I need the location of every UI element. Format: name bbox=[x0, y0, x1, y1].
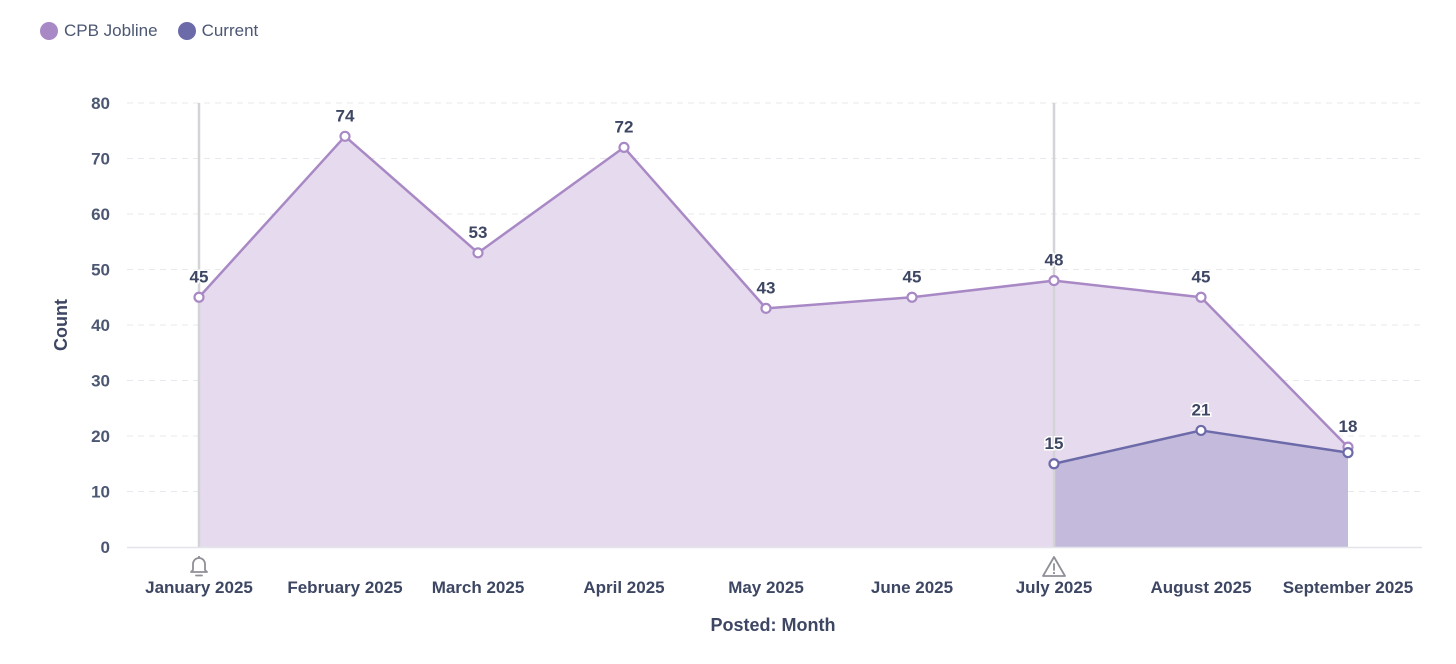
warning-icon bbox=[1042, 556, 1066, 577]
data-label-0-8: 18 bbox=[1339, 417, 1358, 436]
y-tick-label-0: 0 bbox=[101, 538, 110, 557]
x-tick-label-4: May 2025 bbox=[728, 578, 804, 597]
series-areas bbox=[199, 136, 1348, 548]
y-tick-label-20: 20 bbox=[91, 427, 110, 446]
y-tick-label-10: 10 bbox=[91, 483, 110, 502]
point-0-0 bbox=[193, 291, 205, 303]
annotation-markers bbox=[190, 556, 1066, 577]
point-1-7 bbox=[1195, 424, 1207, 437]
legend-item-cpb-jobline[interactable]: CPB Jobline bbox=[40, 21, 158, 41]
data-label-0-7: 45 bbox=[1192, 267, 1211, 286]
y-tick-label-30: 30 bbox=[91, 372, 110, 391]
legend-label-cpb-jobline: CPB Jobline bbox=[64, 21, 158, 40]
y-tick-label-70: 70 bbox=[91, 150, 110, 169]
legend-dot-cpb-jobline bbox=[40, 22, 58, 40]
point-0-5 bbox=[906, 291, 918, 303]
warning-dot bbox=[1052, 571, 1056, 575]
x-tick-label-3: April 2025 bbox=[583, 578, 664, 597]
bell-icon bbox=[190, 556, 208, 577]
data-label-0-3: 72 bbox=[615, 117, 634, 136]
y-axis-ticks: 0 10 20 30 40 50 60 70 80 bbox=[91, 94, 110, 557]
area-1 bbox=[1054, 430, 1348, 547]
point-0-4 bbox=[760, 302, 772, 314]
y-tick-label-60: 60 bbox=[91, 205, 110, 224]
x-tick-label-8: September 2025 bbox=[1283, 578, 1413, 597]
y-axis-title: Count bbox=[51, 299, 71, 351]
data-label-0-1: 74 bbox=[336, 106, 355, 125]
series-points bbox=[193, 130, 1354, 470]
data-label-0-0: 45 bbox=[190, 267, 209, 286]
x-tick-label-2: March 2025 bbox=[432, 578, 525, 597]
point-0-7 bbox=[1195, 291, 1207, 303]
bell-body bbox=[190, 557, 208, 573]
x-axis-title: Posted: Month bbox=[711, 615, 836, 635]
point-0-2 bbox=[472, 247, 484, 259]
warning-triangle bbox=[1042, 556, 1066, 577]
legend-label-current: Current bbox=[201, 21, 259, 40]
point-0-3 bbox=[618, 141, 630, 153]
x-tick-label-7: August 2025 bbox=[1150, 578, 1251, 597]
data-label-0-6: 48 bbox=[1045, 251, 1064, 270]
x-tick-label-0: January 2025 bbox=[145, 578, 253, 597]
legend-item-current[interactable]: Current bbox=[177, 21, 259, 41]
point-0-1 bbox=[339, 130, 351, 142]
y-tick-label-80: 80 bbox=[91, 94, 110, 113]
data-label-0-5: 45 bbox=[903, 267, 922, 286]
y-tick-label-40: 40 bbox=[91, 316, 110, 335]
data-label-1-7: 21 bbox=[1192, 400, 1211, 419]
x-tick-label-5: June 2025 bbox=[871, 578, 953, 597]
data-labels: 45 74 53 72 43 45 48 45 18 15 21 bbox=[188, 105, 1359, 454]
legend: CPB Jobline Current bbox=[40, 21, 258, 41]
point-1-6 bbox=[1048, 458, 1060, 470]
data-label-1-6: 15 bbox=[1045, 434, 1064, 453]
y-tick-label-50: 50 bbox=[91, 261, 110, 280]
point-0-6 bbox=[1048, 275, 1060, 287]
x-axis-ticks: January 2025 February 2025 March 2025 April… bbox=[145, 578, 1413, 597]
x-tick-label-1: February 2025 bbox=[287, 578, 402, 597]
point-1-8 bbox=[1342, 447, 1354, 459]
data-label-0-4: 43 bbox=[757, 278, 776, 297]
annotation-lines bbox=[197, 103, 1056, 547]
x-tick-label-6: July 2025 bbox=[1016, 578, 1093, 597]
data-label-0-2: 53 bbox=[469, 223, 488, 242]
area-0 bbox=[199, 136, 1348, 548]
legend-dot-current bbox=[177, 22, 196, 40]
